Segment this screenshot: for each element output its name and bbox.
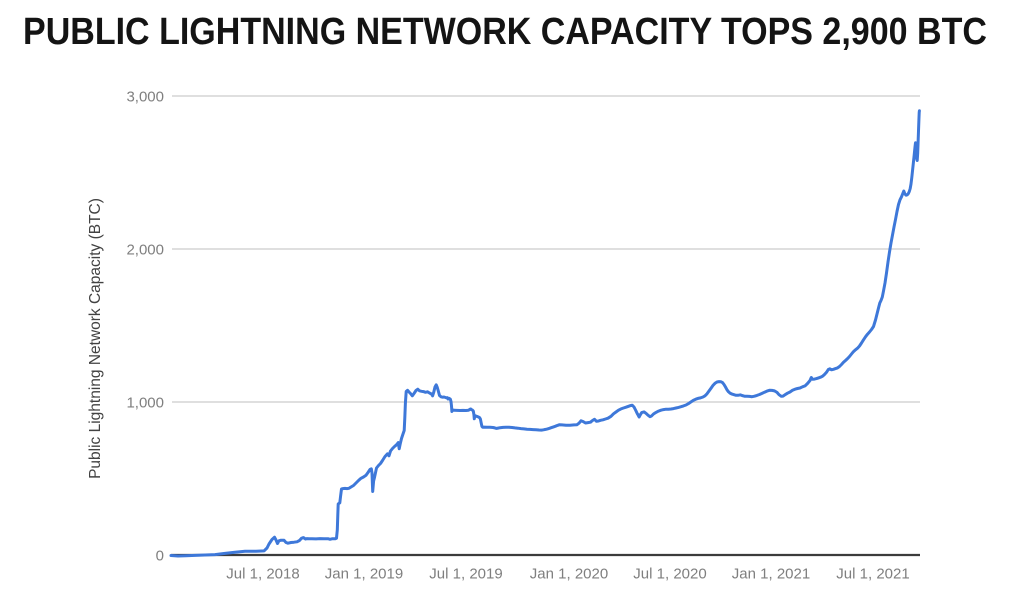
svg-text:1,000: 1,000 xyxy=(126,395,164,412)
svg-text:Jan 1, 2021: Jan 1, 2021 xyxy=(732,566,810,583)
svg-text:Jul 1, 2020: Jul 1, 2020 xyxy=(633,566,706,583)
svg-text:0: 0 xyxy=(156,548,164,565)
svg-text:Jul 1, 2018: Jul 1, 2018 xyxy=(226,566,299,583)
svg-text:3,000: 3,000 xyxy=(126,89,164,106)
svg-text:Public Lightning Network Capac: Public Lightning Network Capacity (BTC) xyxy=(87,198,104,479)
svg-text:Jul 1, 2021: Jul 1, 2021 xyxy=(836,566,909,583)
svg-text:2,000: 2,000 xyxy=(126,242,164,259)
svg-text:Jan 1, 2019: Jan 1, 2019 xyxy=(325,566,403,583)
svg-text:Jan 1, 2020: Jan 1, 2020 xyxy=(530,566,608,583)
svg-text:Jul 1, 2019: Jul 1, 2019 xyxy=(429,566,502,583)
